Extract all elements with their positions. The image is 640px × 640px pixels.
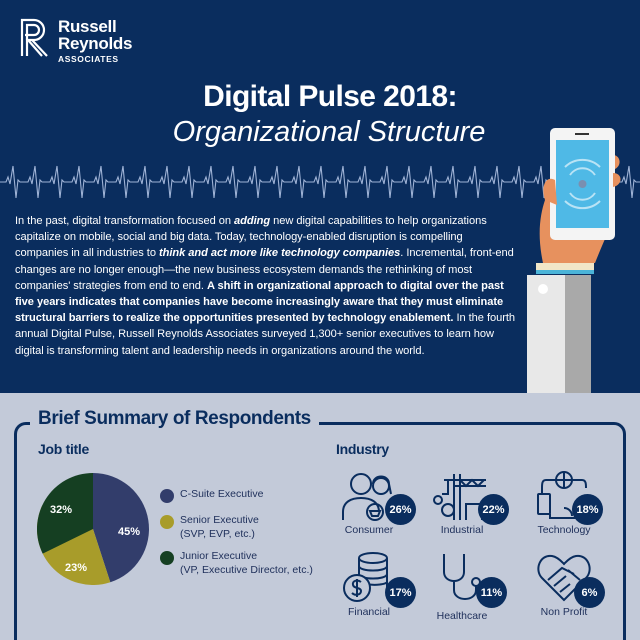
industry-technology: Technology 18%: [522, 470, 606, 536]
coins-dollar-icon: [343, 552, 388, 602]
company-logo: Russell Reynolds ASSOCIATES: [20, 18, 132, 64]
logo-line-1: Russell: [58, 17, 117, 36]
job-title-heading: Job title: [38, 441, 89, 457]
industry-label-financial: Financial: [347, 606, 391, 618]
respondents-summary-panel: [14, 422, 626, 640]
industry-healthcare: Healthcare 11%: [420, 550, 507, 622]
industry-non-profit: Non Profit 6%: [522, 550, 606, 618]
industry-consumer: Consumer 26%: [327, 470, 416, 536]
hand-phone-illustration-icon: [527, 128, 621, 393]
industry-label-consumer: Consumer: [344, 524, 394, 536]
industry-pct-non-profit: 6%: [574, 577, 605, 608]
crane-gear-icon: [433, 474, 486, 520]
intro-paragraph: In the past, digital transformation focu…: [15, 215, 516, 357]
industry-pct-industrial: 22%: [478, 494, 509, 525]
intro-emphasis-think: think and act more like technology compa…: [158, 247, 401, 260]
industry-financial: Financial 17%: [327, 550, 416, 618]
industry-pct-consumer: 26%: [385, 494, 416, 525]
industry-pct-technology: 18%: [572, 494, 603, 525]
industry-label-industrial: Industrial: [440, 524, 484, 536]
logo-line-3: ASSOCIATES: [58, 54, 119, 64]
legend-swatch-junior: [160, 551, 174, 565]
industry-label-non-profit: Non Profit: [540, 606, 588, 618]
intro-key-finding: A shift in organizational approach to di…: [15, 279, 504, 325]
pie-label-senior: 23%: [65, 562, 87, 574]
people-basket-icon: [342, 473, 392, 521]
legend-item-c-suite: C-Suite Executive: [160, 487, 313, 503]
hero-section: Russell Reynolds ASSOCIATES Digital Puls…: [0, 0, 640, 393]
title-sub: Organizational Structure: [172, 116, 486, 148]
rr-logo-icon: [20, 18, 48, 57]
pie-slice-c-suite: [93, 473, 149, 583]
pie-label-c-suite: 45%: [118, 526, 140, 538]
industry-label-healthcare: Healthcare: [436, 610, 488, 622]
job-title-pie-chart: 45% 23% 32%: [37, 473, 149, 585]
industry-pct-healthcare: 11%: [476, 577, 507, 608]
intro-emphasis-adding: adding: [234, 215, 271, 227]
industry-pct-financial: 17%: [385, 577, 416, 608]
pie-slice-junior: [37, 473, 93, 554]
industry-industrial: Industrial 22%: [420, 470, 509, 536]
legend-item-senior: Senior Executive (SVP, EVP, etc.): [160, 513, 313, 541]
pie-label-junior: 32%: [50, 504, 72, 516]
title-main: Digital Pulse 2018:: [203, 80, 457, 113]
logo-line-2: Reynolds: [58, 34, 133, 53]
legend-swatch-senior: [160, 515, 174, 529]
industry-heading: Industry: [336, 441, 389, 457]
page-title: Digital Pulse 2018: Organizational Struc…: [0, 80, 640, 150]
industry-label-technology: Technology: [537, 524, 591, 536]
legend-item-junior: Junior Executive (VP, Executive Director,…: [160, 549, 313, 577]
heart-handshake-icon: [537, 554, 591, 602]
devices-globe-icon: [537, 471, 587, 519]
summary-heading: Brief Summary of Respondents: [30, 408, 319, 430]
legend-swatch-c-suite: [160, 489, 174, 503]
job-title-legend: C-Suite Executive Senior Executive (SVP, …: [160, 487, 313, 585]
